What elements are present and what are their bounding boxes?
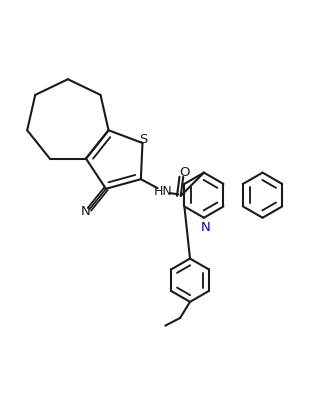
Text: O: O (179, 165, 190, 178)
Text: HN: HN (154, 185, 173, 198)
Text: N: N (81, 204, 90, 218)
Text: S: S (139, 133, 148, 146)
Text: N: N (201, 220, 211, 233)
